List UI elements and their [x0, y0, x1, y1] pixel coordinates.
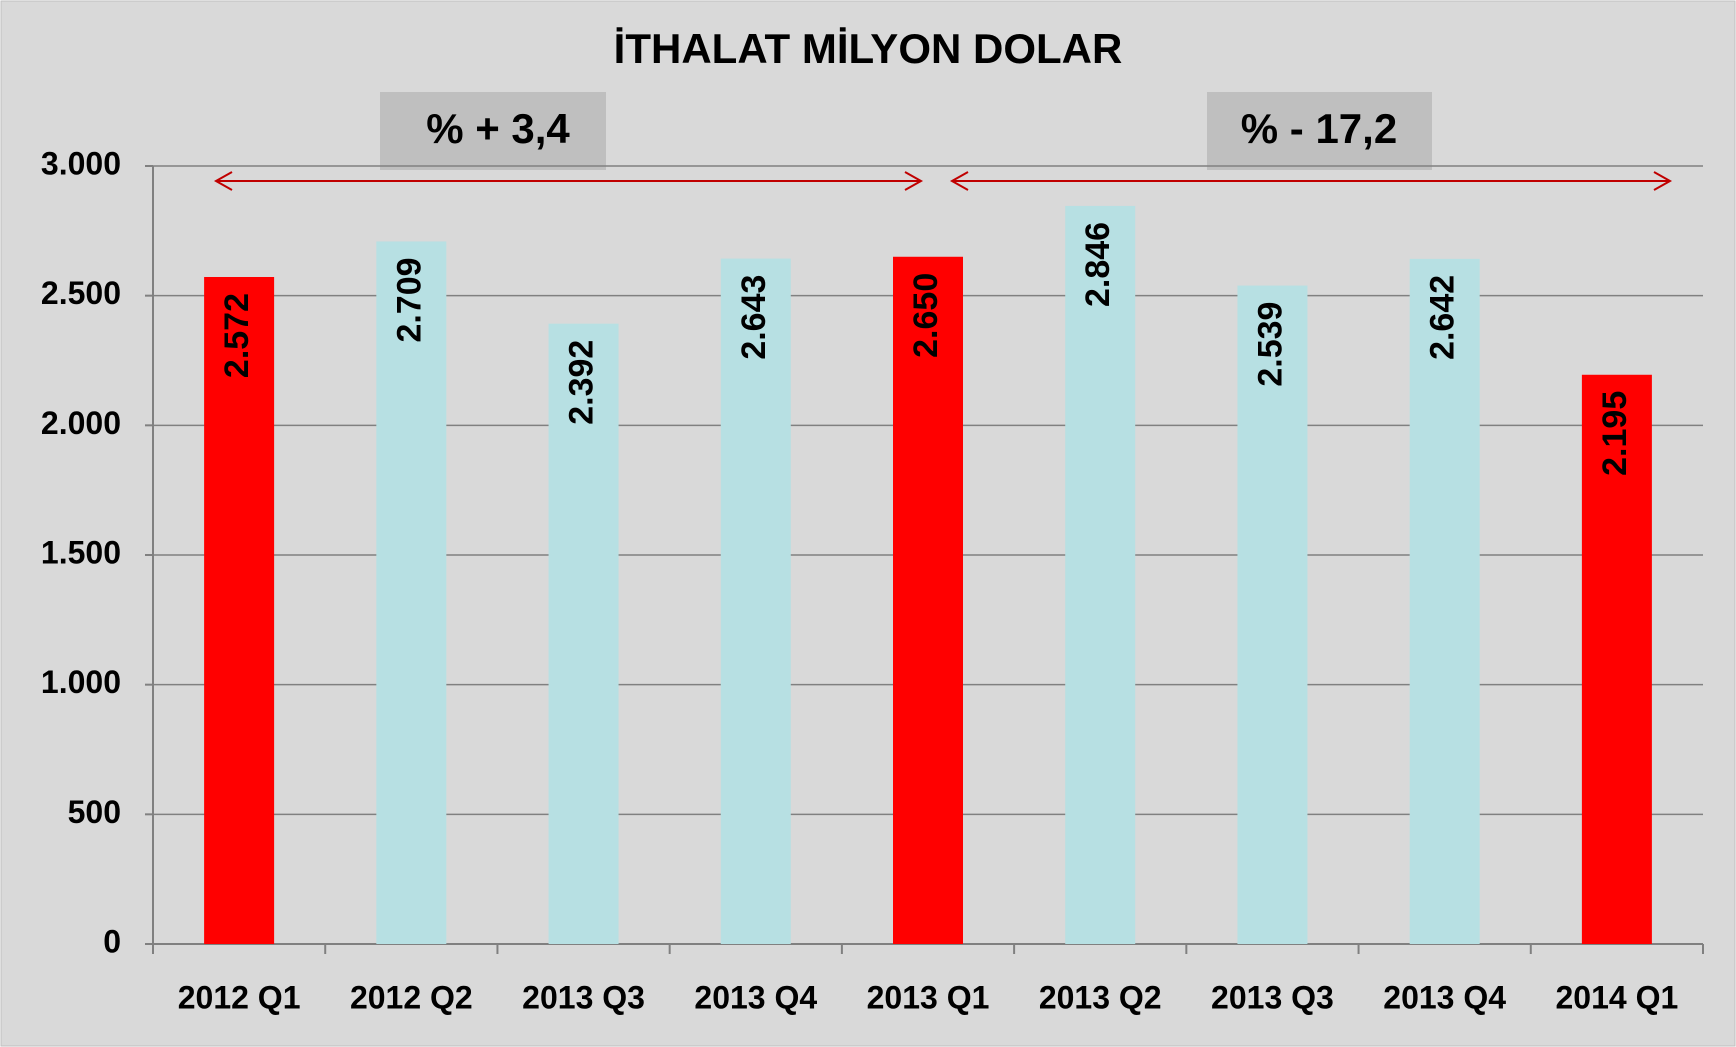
bar — [893, 256, 963, 944]
y-tick-label: 500 — [68, 794, 121, 830]
arrows — [213, 171, 1673, 191]
arrow-head — [1653, 171, 1673, 191]
x-tick-label: 2014 Q1 — [1556, 979, 1679, 1015]
arrow-head — [904, 171, 924, 191]
value-label: 2.709 — [390, 257, 428, 342]
value-label: 2.539 — [1251, 302, 1289, 387]
annotation-box — [1207, 92, 1432, 170]
chart-title: İTHALAT MİLYON DOLAR — [614, 25, 1123, 72]
bar — [1065, 205, 1136, 945]
value-label: 2.642 — [1424, 275, 1462, 360]
bar — [204, 276, 275, 945]
arrow-head — [949, 171, 969, 191]
x-tick-label: 2012 Q2 — [350, 979, 473, 1015]
y-tick-label: 1.000 — [41, 664, 121, 700]
x-tick-label: 2013 Q3 — [1211, 979, 1334, 1015]
y-tick-label: 2.000 — [41, 405, 121, 441]
x-tick-label: 2013 Q2 — [1039, 979, 1162, 1015]
value-label: 2.650 — [907, 273, 945, 358]
value-label: 2.392 — [563, 340, 601, 425]
value-label: 2.572 — [218, 293, 256, 378]
x-tick-label: 2013 Q3 — [522, 979, 645, 1015]
y-tick-label: 3.000 — [41, 145, 121, 181]
bar — [720, 258, 791, 944]
x-tick-label: 2013 Q4 — [694, 979, 817, 1015]
y-tick-label: 1.500 — [41, 534, 121, 570]
x-tick-label: 2012 Q1 — [178, 979, 301, 1015]
value-label: 2.643 — [735, 275, 773, 360]
value-label: 2.195 — [1596, 391, 1634, 476]
bar — [376, 241, 447, 944]
x-tick-label: 2013 Q4 — [1383, 979, 1506, 1015]
bar — [548, 323, 619, 944]
y-tick-label: 0 — [103, 923, 121, 959]
bar — [1581, 374, 1652, 945]
arrow-head — [213, 171, 233, 191]
annotation: % + 3,4 — [426, 105, 570, 152]
x-tick-label: 2013 Q1 — [867, 979, 990, 1015]
bar — [1237, 285, 1308, 944]
y-tick-label: 2.500 — [41, 275, 121, 311]
annotation-box — [380, 92, 606, 170]
value-label: 2.846 — [1079, 222, 1117, 307]
annotation: % - 17,2 — [1241, 105, 1397, 152]
bar — [1409, 258, 1480, 945]
